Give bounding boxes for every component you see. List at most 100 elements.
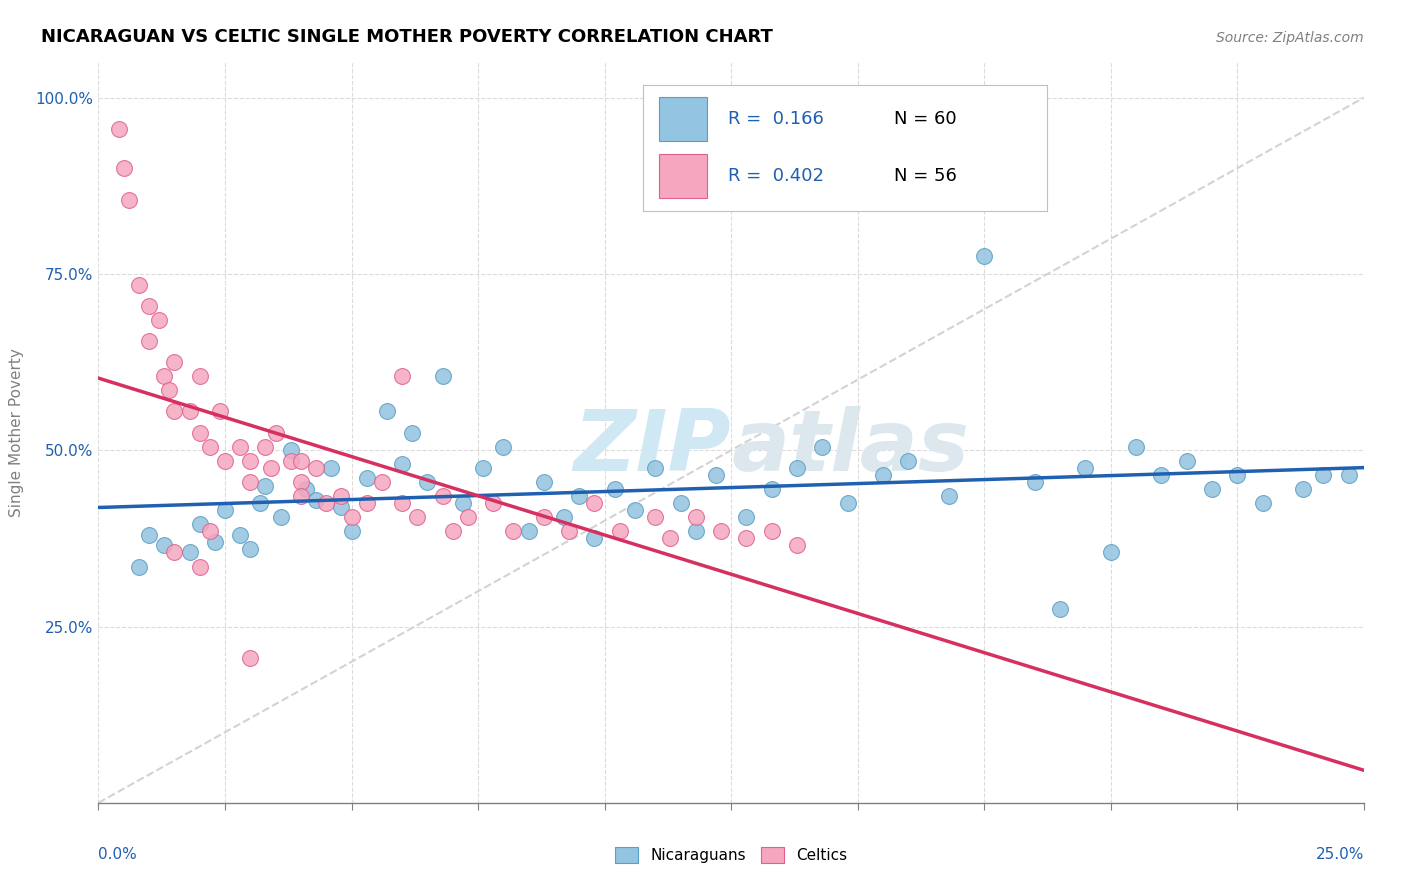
Point [340,524,363,539]
Point [391,369,413,384]
Text: NICARAGUAN VS CELTIC SINGLE MOTHER POVERTY CORRELATION CHART: NICARAGUAN VS CELTIC SINGLE MOTHER POVER… [42,28,773,45]
Point [1251,496,1274,510]
Y-axis label: Single Mother Poverty: Single Mother Poverty [10,348,24,517]
Point [1150,467,1173,482]
Point [315,496,337,510]
Point [533,475,555,489]
Point [624,503,647,517]
Point [786,538,808,552]
Point [290,475,312,489]
Point [264,425,287,440]
Point [290,454,312,468]
Point [270,510,292,524]
Point [432,489,454,503]
Point [811,440,834,454]
Point [553,510,575,524]
Point [305,492,328,507]
Point [107,122,129,136]
Point [685,510,707,524]
Point [138,299,160,313]
Point [198,524,221,539]
Point [644,461,666,475]
Point [295,482,318,496]
Text: atlas: atlas [731,406,969,489]
Point [644,510,666,524]
Point [609,524,631,539]
Point [669,496,692,510]
Point [482,496,505,510]
Point [208,404,231,418]
Point [558,524,581,539]
Point [416,475,439,489]
Point [603,482,626,496]
Point [938,489,960,503]
Point [1312,467,1334,482]
Point [1049,602,1071,616]
Point [163,545,186,559]
Point [583,496,606,510]
Point [533,510,555,524]
Point [259,461,281,475]
Point [1099,545,1122,559]
Point [1292,482,1315,496]
Point [897,454,920,468]
Point [254,440,277,454]
Point [502,524,524,539]
Point [280,443,302,458]
Point [472,461,495,475]
Point [163,355,186,369]
Point [659,532,682,546]
Point [441,524,464,539]
Point [837,496,859,510]
Point [128,277,150,292]
Point [973,249,995,263]
Point [239,541,262,556]
Point [179,404,201,418]
Point [214,454,236,468]
Point [340,510,363,524]
Point [138,334,160,348]
Text: 0.0%: 0.0% [98,847,138,863]
Point [761,524,783,539]
Point [786,461,808,475]
Point [163,404,186,418]
Point [391,496,413,510]
Point [391,458,413,472]
Point [1125,440,1147,454]
Legend: Nicaraguans, Celtics: Nicaraguans, Celtics [609,841,853,869]
Point [239,651,262,665]
Point [153,538,176,552]
Point [1074,461,1097,475]
Point [188,425,211,440]
Point [401,425,423,440]
Point [1024,475,1046,489]
Point [735,532,758,546]
Point [204,535,226,549]
Point [214,503,236,517]
Text: 25.0%: 25.0% [1316,847,1364,863]
Point [157,384,180,398]
Point [735,510,758,524]
Point [371,475,394,489]
Point [229,440,252,454]
Point [710,524,733,539]
Point [290,489,312,503]
Text: ZIP: ZIP [574,406,731,489]
Point [568,489,591,503]
Point [375,404,398,418]
Point [517,524,540,539]
Point [188,369,211,384]
Point [179,545,201,559]
Point [457,510,479,524]
Point [249,496,271,510]
Point [229,528,252,542]
Point [432,369,454,384]
Point [406,510,429,524]
Point [1337,467,1360,482]
Point [583,532,606,546]
Point [118,193,141,207]
Point [685,524,707,539]
Point [239,475,262,489]
Point [356,496,378,510]
Point [1226,467,1249,482]
